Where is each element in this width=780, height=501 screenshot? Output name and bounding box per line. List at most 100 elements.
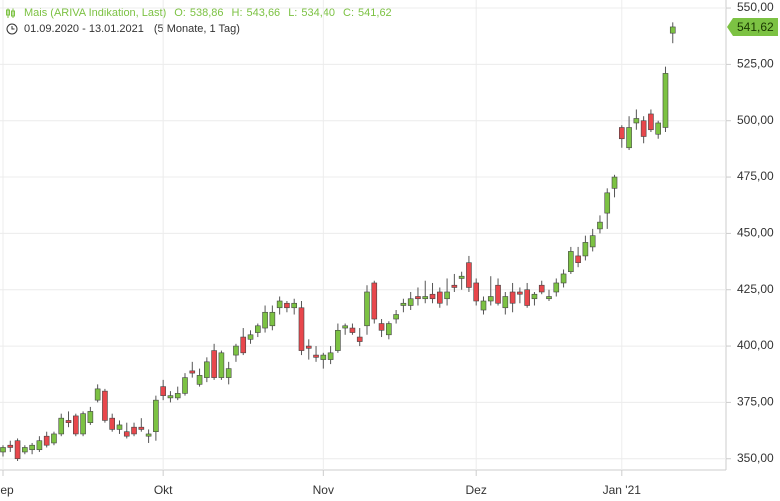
y-tick-label: 500,00 (737, 113, 774, 127)
period: (5 Monate, 1 Tag) (154, 23, 240, 35)
candle-body (400, 302, 407, 306)
candle-body (298, 307, 305, 351)
chart-title: Mais (ARIVA Indikation, Last) O: 538,86 H: 5… (24, 7, 392, 19)
candle-body (371, 282, 378, 320)
candle-body (356, 336, 363, 342)
ohlc-key: H: (232, 7, 243, 19)
candle-body (568, 251, 574, 273)
candle-body (378, 323, 385, 331)
candle-body (109, 417, 115, 430)
candle-body (611, 176, 618, 189)
candle-body (480, 300, 487, 311)
candle-icon (6, 8, 15, 18)
candle-body (167, 395, 174, 399)
candle-body (487, 296, 494, 302)
candle-body (589, 235, 596, 248)
clock-icon (6, 23, 18, 35)
candle-body (648, 113, 654, 131)
candle-body (87, 411, 94, 423)
ohlc-value: 538,86 (190, 7, 224, 19)
y-tick-label: 525,00 (737, 57, 774, 71)
candle-body (436, 291, 443, 304)
candle-body (655, 122, 662, 135)
candle-body (276, 300, 283, 309)
candle-body (597, 221, 603, 230)
x-tick-label: Sep (0, 483, 14, 497)
candle-body (196, 375, 203, 385)
header: Mais (ARIVA Indikation, Last) O: 538,86 H: 5… (6, 7, 392, 35)
y-tick-label: 450,00 (737, 226, 774, 240)
candle-body (626, 127, 632, 149)
candle-body (138, 426, 145, 430)
candle-body (349, 327, 356, 333)
candle-body (14, 440, 21, 460)
candle-body (240, 336, 247, 354)
candle-body (582, 242, 589, 257)
candle-body (466, 262, 472, 288)
candle-body (36, 440, 43, 451)
candle-body (604, 192, 611, 214)
candle-body (531, 293, 538, 300)
candle-body (415, 296, 421, 300)
candle-body (429, 293, 436, 300)
candle-body (553, 282, 560, 293)
clock-hands (11, 26, 15, 30)
candle-body (247, 334, 254, 340)
candle-body (517, 291, 523, 295)
candle-body (320, 354, 327, 360)
candle-body (182, 377, 188, 394)
candle-body (218, 352, 225, 378)
y-tick-label: 400,00 (737, 338, 774, 352)
candle-body (189, 370, 196, 374)
candle-body (444, 291, 450, 300)
candle-body (29, 444, 35, 451)
candle-body (633, 118, 640, 124)
candle-body (473, 282, 480, 302)
candle-body (255, 325, 261, 333)
date-range: 01.09.2020 - 13.01.2021 (24, 23, 144, 35)
candle-body (386, 323, 392, 336)
title: Mais (ARIVA Indikation, Last) (24, 7, 166, 19)
y-tick-label: 350,00 (737, 451, 774, 465)
candle-body (524, 289, 530, 306)
price-tag (727, 17, 778, 36)
candle-body (102, 390, 108, 421)
candle-body (80, 413, 86, 435)
candle-body (458, 275, 465, 279)
candle-body (0, 447, 6, 453)
price-tag-label: 541,62 (737, 20, 774, 34)
candle-body (546, 296, 552, 300)
candle-body (342, 325, 348, 329)
candle-body (327, 352, 334, 360)
candle-body (640, 120, 647, 137)
candle-body (291, 302, 298, 309)
y-tick-label: 550,00 (737, 0, 774, 14)
y-tick-label: 375,00 (737, 395, 774, 409)
candle-body (560, 273, 567, 284)
candle-body (22, 447, 28, 453)
candle-body (73, 415, 79, 435)
candle-body (94, 388, 101, 401)
candle-body (305, 345, 312, 349)
candle-body (269, 311, 276, 327)
x-tick-label: Nov (313, 483, 334, 497)
candle-body (662, 73, 669, 128)
candle-body (123, 431, 130, 437)
ohlc-key: O: (174, 7, 186, 19)
candle-body (116, 424, 123, 430)
candle-body (364, 291, 370, 327)
candle-body (669, 26, 676, 34)
candle-body (262, 311, 268, 329)
y-tick-label: 425,00 (737, 282, 774, 296)
candle-body (51, 433, 57, 444)
candle-body (407, 298, 414, 306)
candle-body (233, 345, 239, 356)
candle-body (153, 399, 159, 432)
candle-body (575, 255, 581, 263)
ohlc-key: C: (343, 7, 354, 19)
candle-body (313, 354, 319, 358)
candle-body (502, 296, 509, 309)
candle-body (174, 393, 181, 399)
subtitle: 01.09.2020 - 13.01.2021 (5 Monate, 1 Tag) (24, 23, 240, 35)
candle-body (58, 417, 65, 435)
